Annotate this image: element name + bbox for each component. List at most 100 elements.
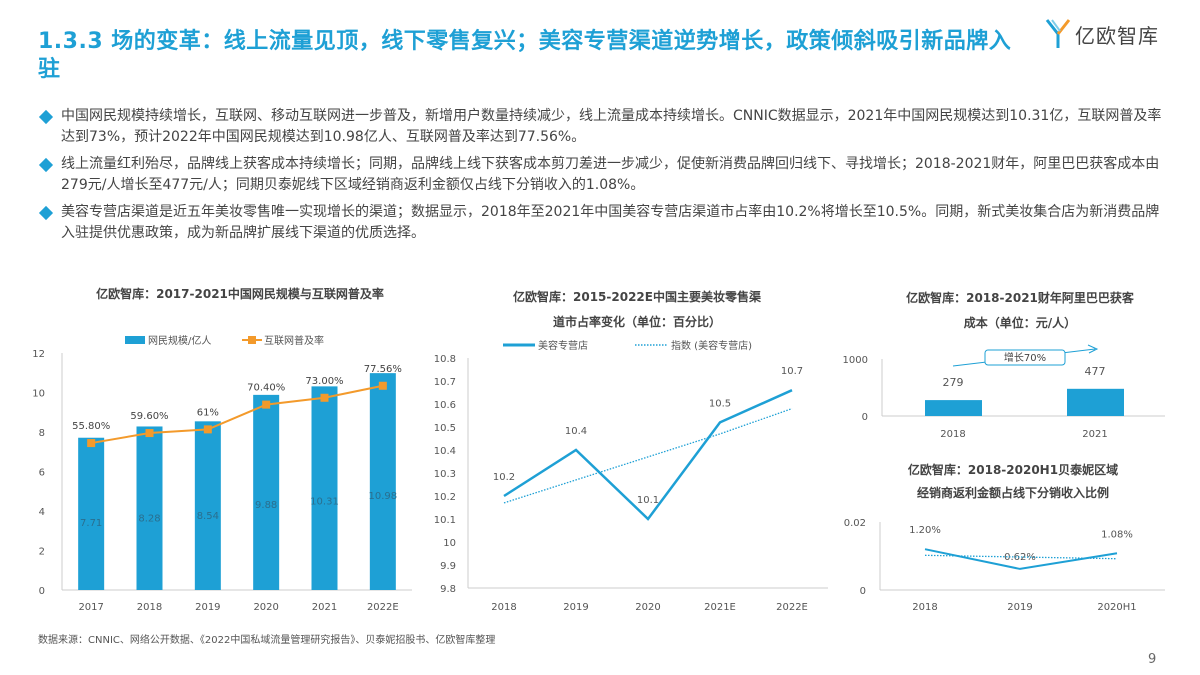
y-tick-label: 0 xyxy=(860,586,866,597)
bar xyxy=(925,400,982,416)
y-tick-label: 10.1 xyxy=(434,515,456,526)
data-source: 数据来源：CNNIC、网络公开数据、《2022中国私域流量管理研究报告》、贝泰妮… xyxy=(38,635,496,646)
legend-label: 网民规模/亿人 xyxy=(148,334,211,347)
bar-value-label: 279 xyxy=(943,376,964,389)
x-tick-label: 2021 xyxy=(1082,429,1107,440)
bullet-text: 中国网民规模持续增长，互联网、移动互联网进一步普及，新增用户数量持续减少，线上流… xyxy=(61,108,1162,145)
rate-point xyxy=(203,425,212,434)
y-tick-label: 6 xyxy=(39,468,45,479)
bar-value-label: 8.54 xyxy=(197,511,219,522)
line-value-label: 10.7 xyxy=(781,366,803,377)
y-tick-label: 8 xyxy=(39,428,45,439)
page-number: 9 xyxy=(1148,652,1157,667)
bar-value-label: 477 xyxy=(1085,365,1106,378)
bar xyxy=(311,386,338,590)
y-tick-label: 10 xyxy=(443,538,456,549)
rate-point xyxy=(378,381,387,390)
legend-label: 指数 (美容专营店) xyxy=(671,339,752,352)
page-title: 1.3.3 场的变革：线上流量见顶，线下零售复兴；美容专营渠道逆势增长，政策倾斜… xyxy=(38,29,1012,82)
line-value-label: 10.2 xyxy=(493,472,515,483)
rate-line xyxy=(90,384,384,445)
y-tick-label: 12 xyxy=(32,349,45,360)
line-value-label: 10.1 xyxy=(637,495,659,506)
bullet-text: 美容专营店渠道是近五年美妆零售唯一实现增长的渠道；数据显示，2018年至2021… xyxy=(61,204,1160,241)
bar-value-label: 8.28 xyxy=(138,513,160,524)
line-value-label: 55.80% xyxy=(72,421,110,432)
x-tick-label: 2019 xyxy=(563,602,588,613)
y-tick-label: 9.9 xyxy=(440,561,456,572)
x-tick-label: 2021E xyxy=(704,602,736,613)
y-tick-label: 1000 xyxy=(843,355,868,366)
x-tick-label: 2018 xyxy=(912,602,937,613)
chart-title: 经销商返利金额占线下分销收入比例 xyxy=(917,485,1109,500)
x-tick-label: 2020 xyxy=(253,602,278,613)
x-tick-label: 2019 xyxy=(195,602,220,613)
bar-value-label: 7.71 xyxy=(80,518,102,529)
x-tick-label: 2018 xyxy=(940,429,965,440)
arrow-head-icon xyxy=(1087,344,1099,354)
rate-point xyxy=(320,393,329,402)
y-tick-label: 10.2 xyxy=(434,492,456,503)
share-line xyxy=(503,389,793,521)
legend-label: 美容专营店 xyxy=(538,339,588,352)
trend-line xyxy=(924,554,1118,560)
y-tick-label: 10.8 xyxy=(434,354,456,365)
y-tick-label: 10.5 xyxy=(434,423,456,434)
y-tick-label: 10.4 xyxy=(434,446,456,457)
logo-text: 亿欧智库 xyxy=(1075,23,1159,48)
x-tick-label: 2022E xyxy=(367,602,399,613)
line-value-label: 70.40% xyxy=(247,383,285,394)
chart-title: 道市占率变化（单位：百分比） xyxy=(553,314,721,329)
line-value-label: 10.4 xyxy=(565,426,587,437)
chart-title: 成本（单位：元/人） xyxy=(964,315,1076,330)
bar-value-label: 9.88 xyxy=(255,500,277,511)
x-tick-label: 2019 xyxy=(1007,602,1032,613)
y-tick-label: 0 xyxy=(39,586,45,597)
x-tick-label: 2017 xyxy=(78,602,103,613)
legend-bar-swatch xyxy=(125,336,145,344)
line-value-label: 73.00% xyxy=(305,376,343,387)
bar xyxy=(369,373,396,590)
line-value-label: 59.60% xyxy=(130,411,168,422)
chart-title: 亿欧智库：2018-2020H1贝泰妮区域 xyxy=(908,462,1118,477)
legend-marker xyxy=(248,336,256,344)
rate-point xyxy=(87,439,96,448)
line-value-label: 1.08% xyxy=(1101,529,1133,540)
bullet-text: 线上流量红利殆尽，品牌线上获客成本持续增长；同期，品牌线上线下获客成本剪刀差进一… xyxy=(61,156,1160,193)
rate-point xyxy=(145,429,154,438)
growth-annotation-box xyxy=(984,349,1066,366)
bar xyxy=(136,426,163,590)
chart-title: 亿欧智库：2018-2021财年阿里巴巴获客 xyxy=(906,290,1135,305)
line-value-label: 77.56% xyxy=(364,364,402,375)
bullet-item: 美容专营店渠道是近五年美妆零售唯一实现增长的渠道；数据显示，2018年至2021… xyxy=(38,202,1173,244)
y-tick-label: 0 xyxy=(862,412,868,423)
y-tick-label: 10.7 xyxy=(434,377,456,388)
x-tick-label: 2021 xyxy=(312,602,337,613)
logo: 亿欧智库 xyxy=(1045,18,1159,50)
bullet-list: 中国网民规模持续增长，互联网、移动互联网进一步普及，新增用户数量持续减少，线上流… xyxy=(38,106,1173,250)
trend-line xyxy=(503,407,793,504)
bar-value-label: 10.98 xyxy=(369,491,398,502)
y-tick-label: 10 xyxy=(32,389,45,400)
logo-icon xyxy=(1045,19,1071,48)
y-tick-label: 9.8 xyxy=(440,584,456,595)
y-tick-label: 10.6 xyxy=(434,400,456,411)
line-value-label: 61% xyxy=(197,407,219,418)
x-tick-label: 2018 xyxy=(491,602,516,613)
y-tick-label: 0.02 xyxy=(844,518,866,529)
y-tick-label: 2 xyxy=(39,547,45,558)
bullet-item: 线上流量红利殆尽，品牌线上获客成本持续增长；同期，品牌线上线下获客成本剪刀差进一… xyxy=(38,154,1173,196)
bar-value-label: 10.31 xyxy=(310,496,339,507)
chart-title: 亿欧智库：2017-2021中国网民规模与互联网普及率 xyxy=(96,286,384,301)
line-value-label: 0.62% xyxy=(1004,552,1036,563)
x-tick-label: 2020 xyxy=(635,602,660,613)
y-tick-label: 10.3 xyxy=(434,469,456,480)
x-tick-label: 2022E xyxy=(776,602,808,613)
line-value-label: 10.5 xyxy=(709,398,731,409)
x-tick-label: 2020H1 xyxy=(1097,602,1136,613)
bar xyxy=(78,437,105,590)
rate-point xyxy=(262,400,271,409)
bar xyxy=(194,421,221,590)
chart-title: 亿欧智库：2015-2022E中国主要美妆零售渠 xyxy=(513,289,761,304)
